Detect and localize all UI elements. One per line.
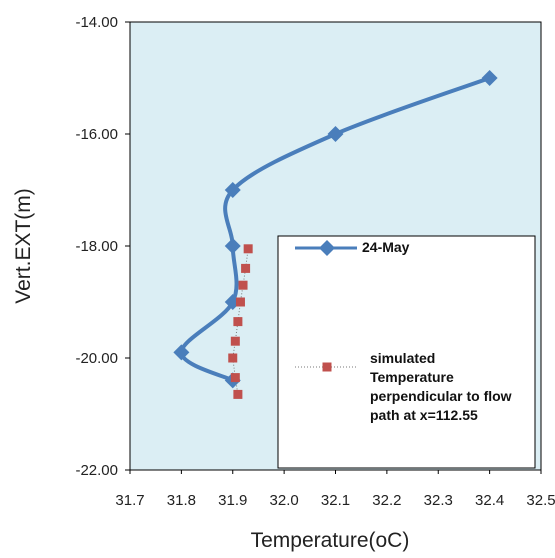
- data-point: [173, 344, 190, 361]
- legend-box: [277, 235, 536, 469]
- y-tick-label: -22.00: [75, 462, 118, 479]
- legend-label: simulated Temperature perpendicular to f…: [370, 350, 512, 423]
- data-point: [228, 353, 238, 363]
- data-point: [241, 263, 251, 273]
- data-point: [224, 182, 241, 198]
- x-tick-label: 31.9: [218, 492, 247, 509]
- data-point: [481, 70, 498, 86]
- x-tick-label: 32.3: [424, 492, 453, 509]
- y-axis-title: Vert.EXT(m): [12, 188, 35, 304]
- x-tick-label: 32.0: [270, 492, 299, 509]
- data-point: [233, 389, 243, 399]
- data-point: [224, 238, 241, 254]
- y-tick-label: -20.00: [75, 350, 118, 367]
- y-tick-label: -14.00: [75, 14, 118, 31]
- data-point: [230, 336, 240, 346]
- y-tick-label: -18.00: [75, 238, 118, 255]
- x-axis-title: Temperature(oC): [251, 529, 410, 552]
- x-tick-label: 32.5: [526, 492, 555, 509]
- x-tick-label: 32.2: [372, 492, 401, 509]
- data-point: [243, 244, 253, 254]
- data-point: [230, 373, 240, 383]
- x-tick-label: 32.1: [321, 492, 350, 509]
- x-tick-label: 31.7: [115, 492, 144, 509]
- series-line: [232, 248, 249, 395]
- data-point: [238, 280, 248, 290]
- legend-marker: [322, 362, 332, 372]
- x-tick-label: 32.4: [475, 492, 504, 509]
- y-tick-label: -16.00: [75, 126, 118, 143]
- legend-label: 24-May: [362, 239, 410, 255]
- legend-marker: [319, 240, 335, 256]
- data-point: [233, 317, 243, 327]
- x-tick-label: 31.8: [167, 492, 196, 509]
- data-point: [235, 297, 245, 307]
- data-point: [327, 126, 344, 142]
